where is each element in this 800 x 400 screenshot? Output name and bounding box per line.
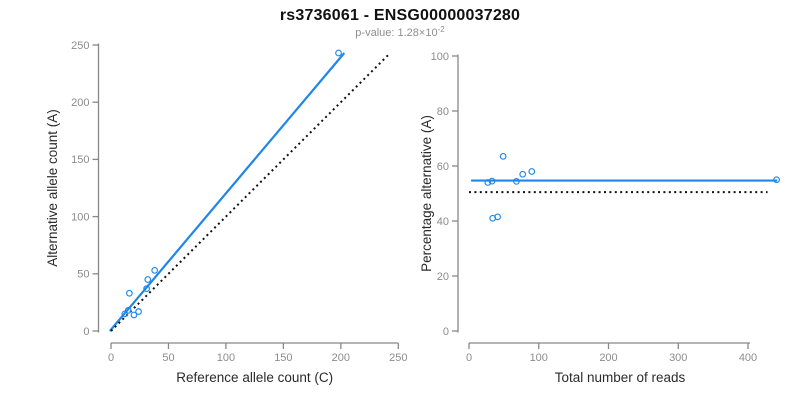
data-point (135, 308, 142, 315)
data-point (499, 152, 507, 160)
y-tick-label: 80 (437, 106, 449, 118)
pvalue-prefix: p-value: (355, 27, 398, 39)
x-axis-title: Reference allele count (C) (176, 370, 333, 385)
x-tick-label: 0 (466, 352, 472, 364)
data-point (124, 307, 132, 314)
figure-title: rs3736061 - ENSG00000037280 (279, 7, 521, 24)
pvalue-value: 1.28×10 (397, 27, 438, 39)
data-point (773, 176, 780, 184)
x-tick-label: 300 (669, 352, 687, 364)
x-tick-label: 150 (274, 352, 292, 364)
y-tick-label: 20 (437, 271, 449, 283)
data-point (151, 266, 159, 274)
data-point (335, 49, 342, 57)
y-tick-label: 0 (443, 326, 449, 338)
data-point (144, 276, 152, 283)
x-tick-label: 250 (389, 352, 407, 364)
y-tick-label: 200 (71, 97, 89, 109)
x-tick-label: 0 (108, 352, 114, 364)
pvalue-exponent: -2 (437, 25, 445, 34)
data-point (494, 213, 501, 221)
allele-count-scatter: 0 50 100 150 200 250 0 50 100 150 200 250 Reference … (45, 40, 407, 385)
fit-line (109, 52, 346, 332)
data-point (513, 178, 520, 185)
y-axis-title: Percentage alternative (A) (419, 115, 434, 272)
x-tick-label: 100 (217, 352, 235, 364)
data-point (519, 170, 527, 178)
y-axis-title: Alternative allele count (A) (45, 109, 60, 267)
data-point (121, 310, 129, 318)
x-tick-label: 400 (739, 352, 757, 364)
y-tick-label: 100 (431, 51, 449, 63)
x-tick-label: 200 (332, 352, 350, 364)
data-point (130, 311, 138, 319)
data-point (528, 168, 536, 175)
x-tick-label: 100 (530, 352, 548, 364)
pvalue-subtitle: p-value: 1.28×10-2 (0, 25, 800, 39)
x-axis-title: Total number of reads (555, 370, 686, 385)
y-tick-label: 250 (71, 40, 89, 52)
data-point (143, 285, 151, 293)
x-tick-label: 200 (599, 352, 617, 364)
y-tick-label: 50 (77, 269, 89, 281)
y-tick-label: 60 (437, 161, 449, 173)
data-point (126, 289, 133, 297)
identity-line (110, 54, 389, 332)
y-tick-label: 150 (71, 154, 89, 166)
y-tick-label: 0 (83, 326, 89, 338)
data-point (488, 177, 496, 185)
data-point (484, 179, 492, 186)
x-tick-label: 50 (162, 352, 174, 364)
y-tick-label: 40 (437, 216, 449, 228)
y-tick-label: 100 (71, 211, 89, 223)
percentage-vs-reads-scatter: 0 20 40 60 80 100 0 100 200 300 400 Total number of… (419, 51, 780, 385)
